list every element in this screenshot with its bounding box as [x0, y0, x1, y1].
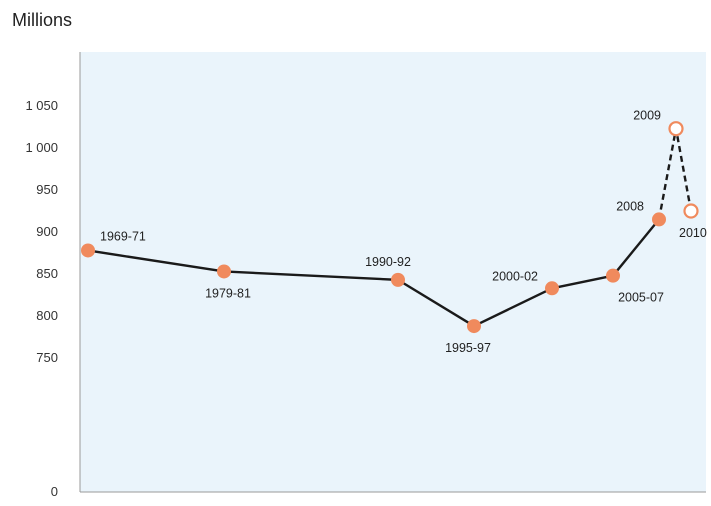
y-tick-label: 850: [36, 266, 58, 281]
data-point: [606, 268, 620, 283]
data-point-hollow: [683, 203, 699, 219]
data-label: 1995-97: [445, 341, 491, 355]
data-point: [545, 281, 559, 296]
y-tick-label: 0: [51, 484, 58, 499]
data-label: 2005-07: [618, 291, 664, 305]
y-tick-labels: 0 750 800 850 900 950 1 000 1 050: [25, 98, 58, 499]
y-tick-label: 1 000: [25, 140, 58, 155]
y-tick-label: 800: [36, 308, 58, 323]
data-point: [81, 243, 95, 258]
data-point: [217, 264, 231, 279]
data-label: 1990-92: [365, 255, 411, 269]
y-tick-label: 950: [36, 182, 58, 197]
data-points: [81, 121, 699, 334]
y-tick-label: 900: [36, 224, 58, 239]
data-label: 2009: [633, 109, 661, 123]
data-label: 2000-02: [492, 269, 538, 283]
data-label: 2010: [679, 226, 707, 240]
y-tick-label: 1 050: [25, 98, 58, 113]
data-point: [391, 272, 405, 287]
data-label: 1969-71: [100, 229, 146, 243]
data-label: 2008: [616, 199, 644, 213]
plot-background: [80, 52, 706, 492]
data-point: [467, 319, 481, 334]
y-axis-label: Millions: [12, 10, 72, 30]
y-tick-label: 750: [36, 350, 58, 365]
data-point: [652, 212, 666, 227]
data-label: 1979-81: [205, 286, 251, 300]
data-point-hollow: [668, 121, 684, 137]
data-labels: 1969-71 1979-81 1990-92 1995-97 2000-02 2005-…: [100, 109, 707, 355]
